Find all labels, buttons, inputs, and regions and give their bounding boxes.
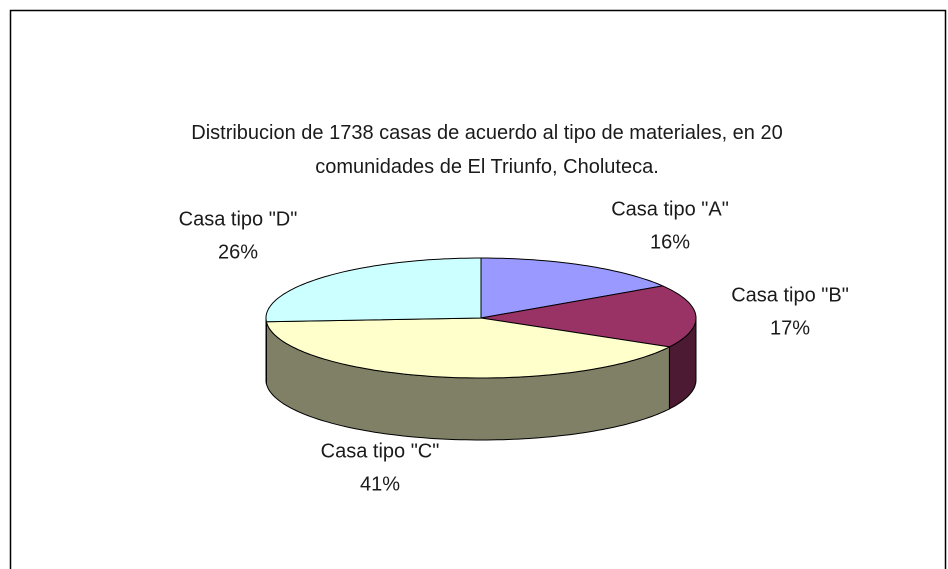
slice-label: Casa tipo "D" — [179, 208, 298, 230]
slice-value-label: 17% — [770, 317, 810, 339]
pie-slice — [265, 257, 482, 323]
chart-frame — [9, 9, 947, 569]
slice-value-label: 26% — [218, 241, 258, 263]
pie-slice — [265, 317, 672, 379]
slice-label: Casa tipo "A" — [611, 198, 729, 220]
pie-slice — [480, 285, 697, 348]
slice-label: Casa tipo "C" — [321, 440, 440, 462]
pie-slice — [480, 257, 665, 319]
slice-label: Casa tipo "B" — [731, 284, 849, 306]
chart-title: Distribucion de 1738 casas de acuerdo al… — [191, 122, 783, 178]
slice-value-label: 16% — [650, 231, 690, 253]
slice-value-label: 41% — [360, 473, 400, 495]
